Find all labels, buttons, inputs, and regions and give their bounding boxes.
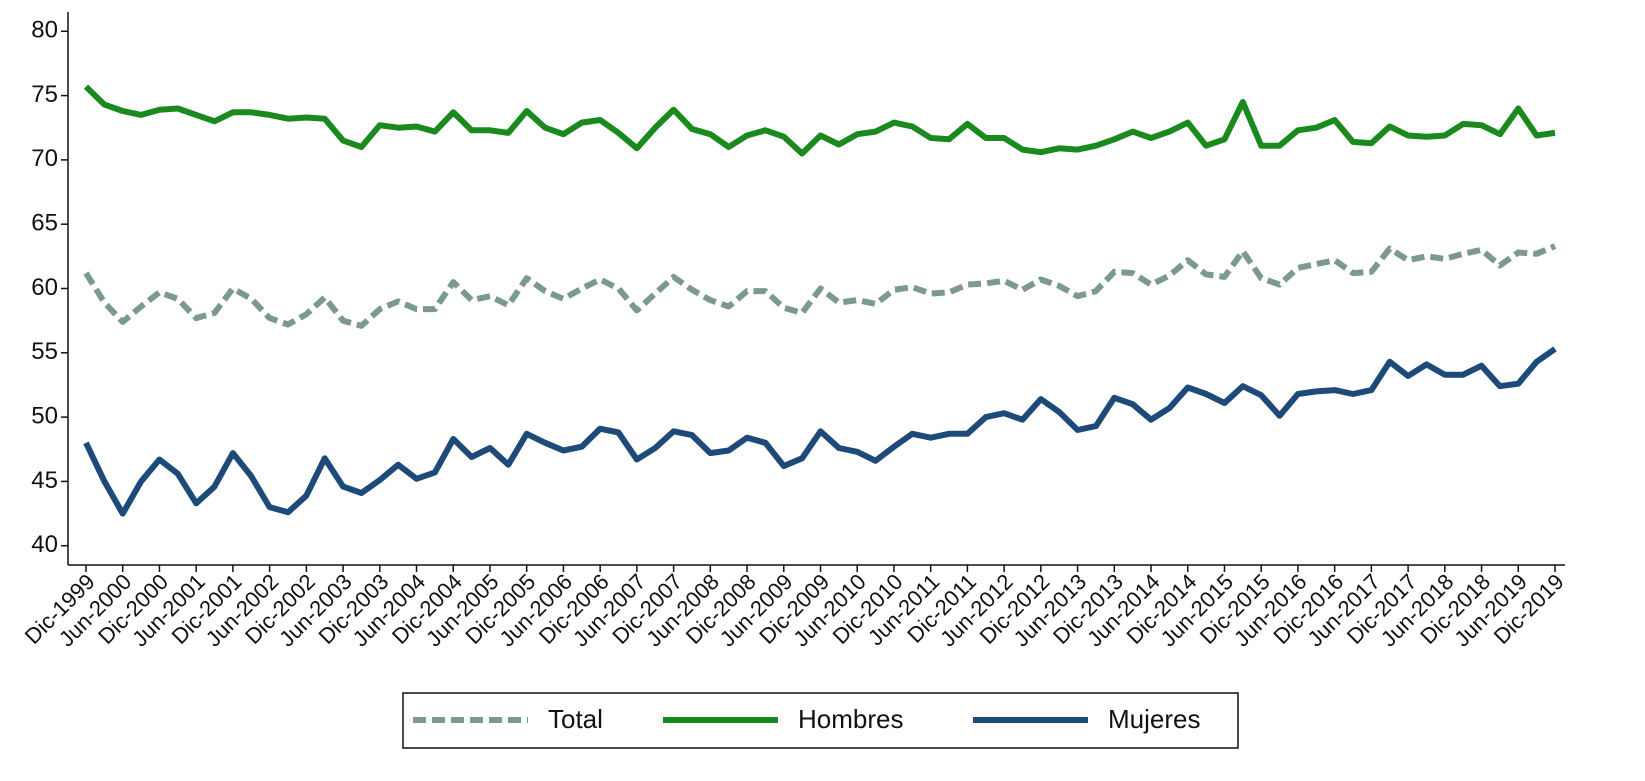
- legend-label: Mujeres: [1108, 704, 1200, 734]
- y-tick-label: 75: [31, 81, 58, 108]
- y-tick-label: 40: [31, 531, 58, 558]
- series-line: [83, 346, 1557, 517]
- y-tick-label: 50: [31, 402, 58, 429]
- y-tick-label: 80: [31, 17, 58, 44]
- legend-label: Total: [548, 704, 603, 734]
- y-tick-label: 65: [31, 210, 58, 237]
- y-tick-label: 45: [31, 467, 58, 494]
- y-tick-label: 60: [31, 274, 58, 301]
- legend-label: Hombres: [798, 704, 903, 734]
- series-line: [83, 84, 1556, 157]
- y-tick-label: 70: [31, 145, 58, 172]
- series-line: [83, 243, 1557, 329]
- legend-box: [402, 692, 1239, 749]
- y-tick-label: 55: [31, 338, 58, 365]
